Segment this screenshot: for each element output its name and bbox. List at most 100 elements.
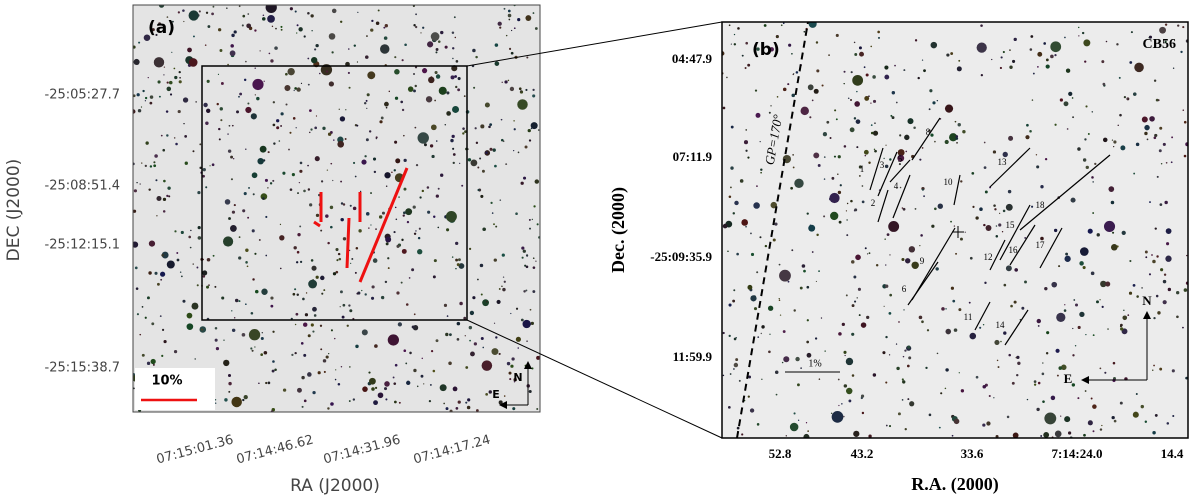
star — [745, 149, 748, 152]
star — [245, 248, 249, 252]
star — [325, 70, 329, 73]
star — [886, 233, 890, 236]
star-id: 13 — [998, 157, 1008, 167]
star — [317, 371, 321, 375]
star — [760, 168, 763, 171]
star — [863, 66, 866, 69]
star — [211, 163, 215, 167]
star — [424, 143, 427, 147]
star — [219, 49, 223, 52]
star — [531, 218, 533, 221]
star — [149, 165, 153, 168]
star — [1136, 295, 1139, 298]
star — [147, 76, 149, 79]
star — [851, 332, 855, 336]
star — [813, 152, 820, 159]
star — [315, 213, 320, 218]
star — [335, 247, 339, 252]
star — [858, 165, 862, 169]
star — [1166, 242, 1170, 246]
star — [1119, 113, 1122, 117]
star — [861, 185, 864, 187]
star — [408, 277, 411, 279]
star — [1090, 271, 1095, 276]
star — [958, 59, 961, 62]
star — [203, 102, 208, 108]
star — [985, 225, 992, 231]
star — [199, 143, 202, 146]
star — [903, 309, 905, 311]
star — [1003, 331, 1007, 335]
star — [320, 229, 323, 232]
star — [233, 203, 236, 207]
star — [291, 173, 295, 177]
star — [1153, 364, 1155, 367]
star — [439, 384, 447, 392]
star — [730, 43, 732, 45]
star — [928, 413, 932, 417]
y-tick-label: -25:05:27.7 — [45, 88, 120, 103]
star — [782, 330, 786, 333]
star-id: 2 — [871, 198, 876, 208]
star — [774, 222, 778, 226]
star — [787, 83, 790, 86]
star — [327, 407, 330, 410]
star — [522, 319, 531, 329]
star — [136, 93, 140, 97]
star — [279, 267, 282, 270]
star — [380, 44, 390, 54]
star — [147, 297, 149, 299]
star — [1116, 245, 1119, 248]
star — [1065, 68, 1071, 73]
star — [991, 58, 993, 61]
star — [345, 109, 347, 111]
star — [837, 378, 840, 381]
star — [1160, 163, 1163, 165]
star — [467, 158, 472, 162]
star — [531, 367, 534, 370]
star — [328, 352, 330, 355]
star — [1128, 291, 1133, 295]
star — [843, 145, 847, 148]
star — [299, 225, 302, 228]
star — [1072, 354, 1075, 357]
star — [206, 285, 210, 289]
star — [850, 71, 853, 74]
x-tick-label: 52.8 — [769, 446, 792, 461]
star — [1079, 311, 1085, 318]
star — [226, 7, 228, 9]
star — [220, 82, 224, 85]
star — [261, 288, 268, 295]
star — [238, 236, 241, 239]
star — [1005, 265, 1012, 272]
star — [1135, 142, 1140, 147]
star — [866, 315, 870, 319]
star — [372, 258, 378, 263]
star — [348, 86, 351, 89]
star — [955, 137, 959, 140]
star — [945, 308, 947, 310]
star — [202, 275, 206, 278]
star — [975, 216, 979, 220]
star — [477, 166, 480, 169]
star — [525, 289, 528, 292]
star — [776, 35, 779, 38]
star — [427, 210, 431, 214]
star — [868, 95, 870, 97]
star — [355, 246, 359, 250]
star — [891, 91, 896, 95]
star — [803, 433, 810, 438]
star — [264, 178, 268, 182]
star — [837, 155, 841, 159]
star — [192, 150, 195, 153]
star — [535, 260, 537, 262]
star — [931, 224, 935, 228]
star — [1113, 140, 1117, 144]
star — [950, 52, 954, 55]
star — [517, 99, 528, 110]
star — [1041, 372, 1045, 376]
star — [168, 195, 171, 198]
star — [957, 123, 961, 127]
star — [1056, 312, 1066, 322]
star — [446, 228, 450, 232]
